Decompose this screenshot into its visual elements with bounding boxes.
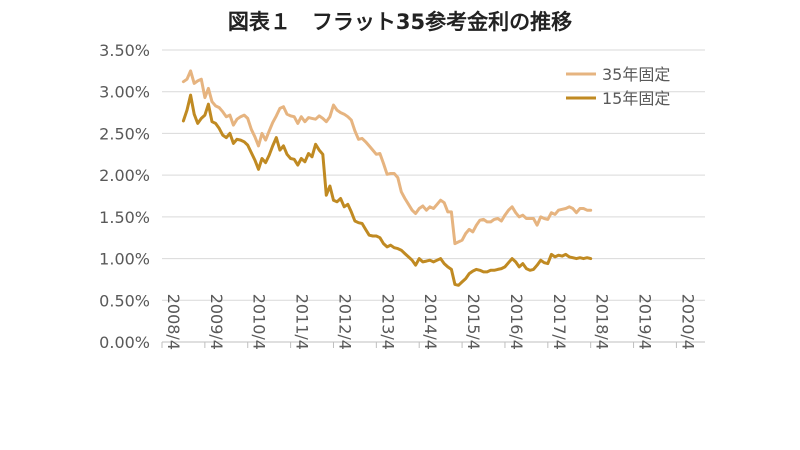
y-tick-label: 0.00% <box>99 333 150 352</box>
y-tick-label: 2.00% <box>99 166 150 185</box>
x-tick-label: 2013/4 <box>378 294 397 350</box>
x-tick-label: 2014/4 <box>421 294 440 350</box>
legend-label-1: 35年固定 <box>602 65 670 84</box>
x-tick-label: 2016/4 <box>507 294 526 350</box>
x-tick-label: 2020/4 <box>678 294 697 350</box>
y-tick-label: 3.50% <box>99 41 150 60</box>
y-tick-label: 2.50% <box>99 124 150 143</box>
x-tick-label: 2012/4 <box>335 294 354 350</box>
series-line-1 <box>181 69 593 246</box>
legend: 35年固定 15年固定 <box>566 65 670 108</box>
x-tick-label: 2010/4 <box>250 294 269 350</box>
y-tick-label: 1.00% <box>99 250 150 269</box>
x-tick-label: 2015/4 <box>464 294 483 350</box>
x-tick-label: 2009/4 <box>207 294 226 350</box>
gridlines <box>162 49 705 301</box>
legend-label-2: 15年固定 <box>602 89 670 108</box>
x-tick-label: 2017/4 <box>550 294 569 350</box>
series-line-2 <box>181 93 593 287</box>
x-tick-label: 2018/4 <box>593 294 612 350</box>
y-tick-label: 1.50% <box>99 208 150 227</box>
x-tick-label: 2008/4 <box>164 294 183 350</box>
chart-title: 図表１ フラット35参考金利の推移 <box>227 10 573 34</box>
y-tick-label: 3.00% <box>99 83 150 102</box>
x-tick-label: 2011/4 <box>293 294 312 350</box>
y-tick-label: 0.50% <box>99 291 150 310</box>
x-tick-label: 2019/4 <box>636 294 655 350</box>
series-lines <box>181 69 593 287</box>
axes: 0.00% 0.50% 1.00% 1.50% 2.00% 2.50% 3.00% 3.50%… <box>99 41 705 352</box>
